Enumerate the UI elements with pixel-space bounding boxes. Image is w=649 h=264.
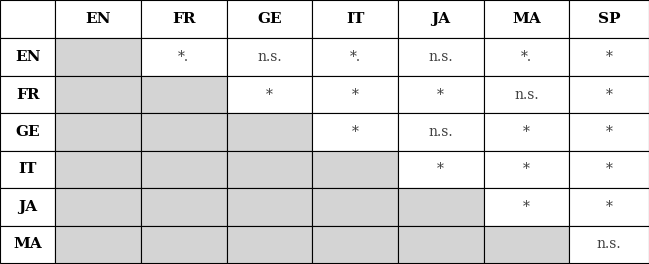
Bar — [398, 113, 484, 151]
Bar — [484, 226, 569, 263]
Bar — [227, 0, 312, 38]
Bar — [141, 38, 227, 76]
Bar — [55, 226, 141, 263]
Bar — [569, 188, 649, 226]
Bar — [55, 76, 141, 113]
Bar — [0, 226, 55, 263]
Bar — [0, 76, 55, 113]
Bar — [0, 151, 55, 188]
Text: *: * — [523, 125, 530, 139]
Bar — [569, 113, 649, 151]
Text: *.: *. — [520, 50, 532, 64]
Text: *.: *. — [349, 50, 361, 64]
Text: *: * — [352, 125, 358, 139]
Text: FR: FR — [172, 12, 195, 26]
Bar — [312, 38, 398, 76]
Bar — [227, 226, 312, 263]
Bar — [484, 0, 569, 38]
Bar — [398, 38, 484, 76]
Bar — [227, 188, 312, 226]
Bar — [569, 226, 649, 263]
Bar — [484, 151, 569, 188]
Bar — [398, 76, 484, 113]
Bar — [141, 76, 227, 113]
Text: GE: GE — [257, 12, 282, 26]
Bar — [398, 151, 484, 188]
Text: IT: IT — [346, 12, 364, 26]
Bar — [312, 226, 398, 263]
Bar — [312, 0, 398, 38]
Text: *: * — [523, 162, 530, 177]
Text: n.s.: n.s. — [514, 87, 539, 102]
Text: n.s.: n.s. — [597, 237, 621, 252]
Bar — [0, 0, 55, 38]
Text: *: * — [606, 125, 613, 139]
Bar — [569, 151, 649, 188]
Bar — [569, 0, 649, 38]
Text: *.: *. — [178, 50, 190, 64]
Bar — [484, 113, 569, 151]
Bar — [0, 113, 55, 151]
Text: *: * — [523, 200, 530, 214]
Text: MA: MA — [13, 237, 42, 252]
Bar — [398, 188, 484, 226]
Text: *: * — [437, 87, 444, 102]
Bar — [312, 76, 398, 113]
Bar — [484, 76, 569, 113]
Text: EN: EN — [15, 50, 40, 64]
Bar — [227, 113, 312, 151]
Bar — [141, 0, 227, 38]
Bar — [55, 188, 141, 226]
Bar — [0, 38, 55, 76]
Bar — [141, 113, 227, 151]
Bar — [0, 188, 55, 226]
Bar — [55, 0, 141, 38]
Bar — [484, 188, 569, 226]
Bar — [141, 188, 227, 226]
Text: n.s.: n.s. — [257, 50, 282, 64]
Text: MA: MA — [512, 12, 541, 26]
Text: IT: IT — [18, 162, 37, 177]
Text: *: * — [606, 162, 613, 177]
Bar — [227, 151, 312, 188]
Bar — [55, 151, 141, 188]
Text: *: * — [606, 50, 613, 64]
Text: n.s.: n.s. — [428, 125, 453, 139]
Bar — [55, 38, 141, 76]
Bar — [569, 38, 649, 76]
Bar — [227, 76, 312, 113]
Text: EN: EN — [85, 12, 111, 26]
Bar — [398, 226, 484, 263]
Bar — [141, 151, 227, 188]
Text: JA: JA — [431, 12, 450, 26]
Bar — [398, 0, 484, 38]
Bar — [141, 226, 227, 263]
Bar — [55, 113, 141, 151]
Text: JA: JA — [18, 200, 37, 214]
Text: GE: GE — [16, 125, 40, 139]
Text: SP: SP — [598, 12, 620, 26]
Text: n.s.: n.s. — [428, 50, 453, 64]
Text: *: * — [266, 87, 273, 102]
Bar — [569, 76, 649, 113]
Bar — [484, 38, 569, 76]
Text: *: * — [606, 87, 613, 102]
Text: *: * — [437, 162, 444, 177]
Bar — [227, 38, 312, 76]
Text: FR: FR — [16, 87, 40, 102]
Bar — [312, 188, 398, 226]
Bar — [312, 113, 398, 151]
Text: *: * — [352, 87, 358, 102]
Bar — [312, 151, 398, 188]
Text: *: * — [606, 200, 613, 214]
